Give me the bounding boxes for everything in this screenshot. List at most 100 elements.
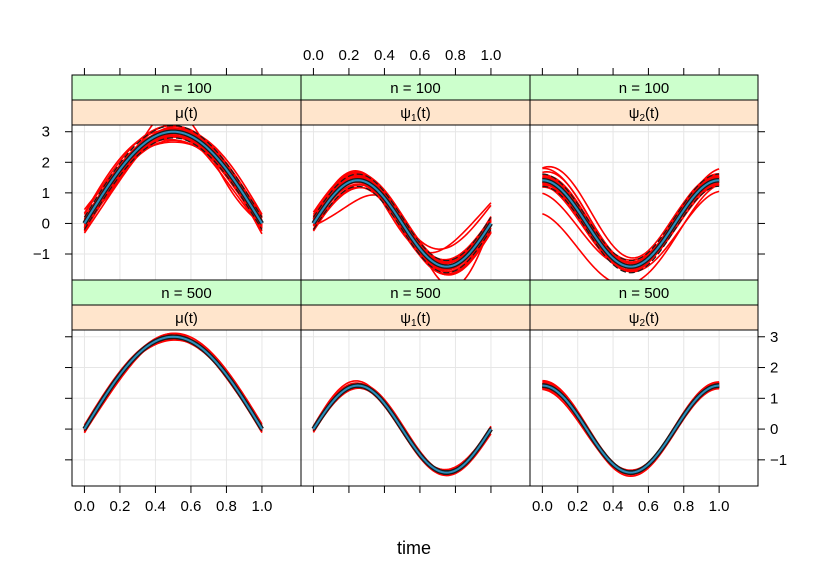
strip-sample-size — [529, 279, 759, 306]
replicate-curve — [83, 332, 263, 429]
strip-sample-size-label: n = 100 — [619, 80, 669, 97]
panel-1: n = 100 μ(t) — [71, 74, 302, 281]
strip-sample-size — [71, 74, 302, 101]
panel-border — [71, 124, 302, 281]
true-curve — [83, 130, 263, 224]
y-tick-label: 3 — [42, 124, 50, 141]
true-curve — [312, 179, 492, 268]
replicate-curve — [542, 173, 720, 265]
y-tick-label: 0 — [42, 215, 50, 232]
y-axis-left-row1: −1 0 1 2 3 — [33, 124, 72, 263]
y-axis-right-row2: −1 0 1 2 3 — [758, 329, 787, 469]
strip-function — [71, 99, 302, 126]
strip-function-suffix: (t) — [645, 310, 659, 327]
y-tick-label: −1 — [770, 452, 787, 469]
panel-border — [529, 329, 759, 487]
y-tick-label: 1 — [42, 185, 50, 202]
panel-2: n = 100 ψ1(t) — [300, 74, 531, 281]
panel-grid — [301, 330, 530, 486]
x-tick-label: 0.6 — [181, 498, 202, 515]
panel-curves — [542, 165, 720, 280]
x-tick-label: 0.8 — [445, 47, 466, 64]
strip-function-label: μ(t) — [175, 310, 198, 327]
strip-function-subscript: 2 — [639, 113, 645, 124]
strip-sample-size-label: n = 100 — [161, 80, 211, 97]
panel-grid — [301, 125, 530, 280]
strip-function-subscript: 1 — [411, 113, 417, 124]
upper-band-line — [83, 125, 263, 218]
panel-6: n = 500 ψ2(t) — [529, 279, 759, 487]
replicate-curve — [542, 383, 720, 472]
panel-curves — [542, 379, 720, 478]
panel-curves — [82, 125, 264, 235]
x-tick-label: 0.8 — [673, 498, 694, 515]
strip-function — [300, 304, 531, 331]
replicate-curve — [542, 382, 720, 472]
x-tick-label: 0.4 — [374, 47, 395, 64]
replicate-curve — [313, 194, 492, 280]
strip-function — [300, 99, 531, 126]
strip-function-label: ψ2(t) — [629, 310, 659, 329]
y-tick-label: 2 — [770, 360, 778, 377]
upper-band-line — [312, 173, 492, 262]
lower-band-line — [542, 185, 720, 274]
x-axis-bottom-col1: 0.0 0.2 0.4 0.6 0.8 1.0 — [74, 486, 272, 515]
x-axis-top-col2: 0.0 0.2 0.4 0.6 0.8 1.0 — [303, 47, 501, 75]
panel-3: n = 100 ψ2(t) — [529, 74, 759, 281]
replicate-curve — [542, 174, 720, 267]
upper-band-line — [542, 383, 720, 472]
panel-border — [300, 329, 531, 487]
panel-curves — [311, 170, 493, 280]
x-ticks-bottom-col2 — [312, 486, 492, 493]
true-curve — [542, 384, 720, 474]
strip-function-suffix: (t) — [645, 105, 659, 122]
x-ticks-top-col1 — [83, 68, 263, 75]
x-axis-bottom-col3: 0.0 0.2 0.4 0.6 0.8 1.0 — [532, 486, 730, 515]
strip-function-label: ψ2(t) — [629, 105, 659, 124]
panel-5: n = 500 ψ1(t) — [300, 279, 531, 487]
x-tick-label: 0.2 — [339, 47, 360, 64]
strip-function — [529, 99, 759, 126]
strip-function — [529, 304, 759, 331]
panel-grid — [72, 330, 301, 486]
upper-band-line — [542, 173, 720, 262]
x-tick-label: 0.0 — [74, 498, 95, 515]
panel-curves — [311, 380, 493, 477]
x-tick-label: 0.6 — [638, 498, 659, 515]
panel-border — [71, 329, 302, 487]
panel-4: n = 500 μ(t) — [71, 279, 302, 487]
true-curve — [542, 179, 720, 268]
x-ticks-top-col3 — [541, 68, 720, 75]
strip-function-subscript: 1 — [411, 318, 417, 329]
replicate-curve — [542, 379, 720, 473]
y-axis-left-row2 — [65, 336, 72, 461]
x-tick-label: 1.0 — [481, 47, 502, 64]
lower-band-line — [83, 137, 263, 230]
strip-function-label: ψ1(t) — [400, 310, 430, 329]
strip-sample-size-label: n = 500 — [390, 285, 440, 302]
replicate-curve — [542, 168, 720, 267]
y-tick-label: 3 — [770, 329, 778, 346]
y-tick-label: 2 — [42, 154, 50, 171]
replicate-curve — [542, 382, 720, 473]
axes-layer: 0.0 0.2 0.4 0.6 0.8 1.0 0.0 0.2 0.4 0.6 0.8 1.00.0 0… — [33, 47, 787, 515]
replicate-curve — [542, 381, 720, 474]
strip-sample-size-label: n = 100 — [390, 80, 440, 97]
y-tick-label: −1 — [33, 246, 50, 263]
panel-grid — [530, 330, 758, 486]
replicate-curve — [542, 383, 720, 473]
y-axis-right-row1 — [758, 131, 765, 255]
replicate-curve — [542, 173, 720, 269]
x-tick-label: 1.0 — [709, 498, 730, 515]
replicate-curve — [542, 382, 720, 472]
replicate-curve — [542, 174, 720, 266]
x-tick-label: 0.8 — [216, 498, 237, 515]
true-curve — [312, 384, 492, 474]
x-tick-label: 0.4 — [145, 498, 166, 515]
true-curve — [83, 335, 263, 430]
replicate-curve — [542, 383, 720, 474]
x-tick-label: 0.4 — [603, 498, 624, 515]
strip-sample-size — [300, 279, 531, 306]
y-tick-label: 0 — [770, 421, 778, 438]
